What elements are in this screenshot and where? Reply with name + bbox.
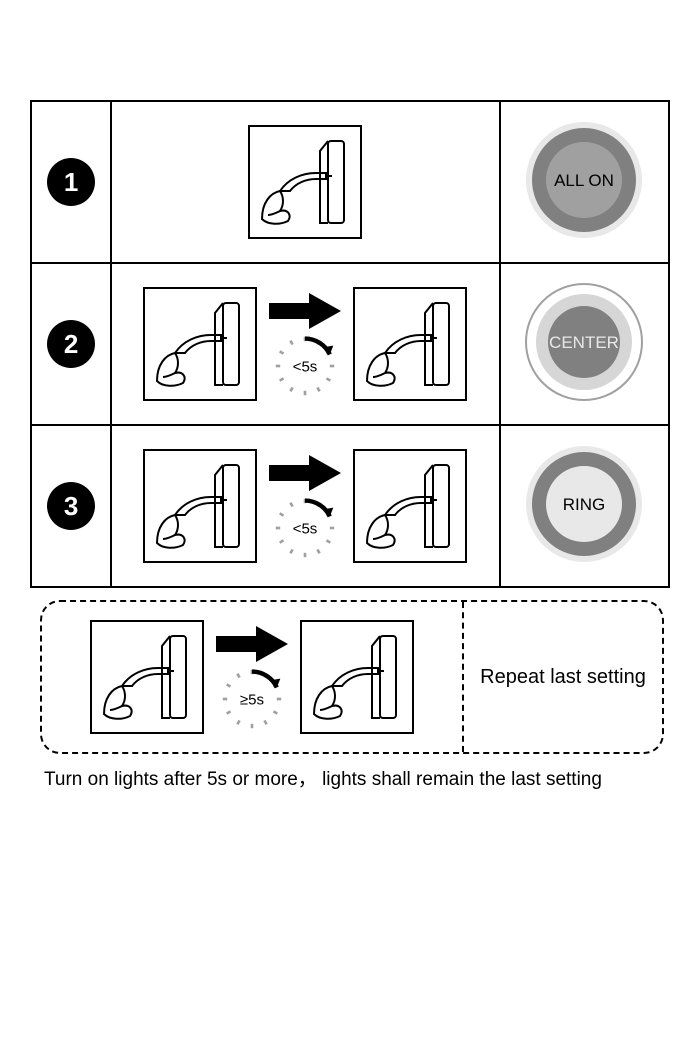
memory-panel: ≥5s Repeat last setting	[40, 600, 664, 754]
svg-text:RING: RING	[563, 495, 606, 514]
touch-panel	[300, 620, 414, 734]
table-row: 1 ALL ON	[31, 101, 669, 263]
touch-panel	[143, 449, 257, 563]
light-state-cell: CENTER	[500, 263, 669, 425]
hand-touch-icon	[145, 289, 255, 399]
diagram-wrap: <5s	[112, 264, 498, 424]
step-number-badge: 2	[47, 320, 95, 368]
hand-touch-icon	[355, 289, 465, 399]
arrow-right-icon	[265, 453, 345, 493]
step-diagram-cell	[111, 101, 499, 263]
svg-text:<5s: <5s	[293, 358, 318, 375]
step-number-badge: 3	[47, 482, 95, 530]
step-number-cell: 2	[31, 263, 111, 425]
arrow-timer-group: ≥5s	[212, 624, 292, 730]
timer-icon: ≥5s	[221, 668, 283, 730]
diagram-wrap	[112, 102, 498, 262]
step-diagram-cell: <5s	[111, 263, 499, 425]
light-indicator-icon: RING	[524, 444, 644, 564]
touch-panel	[248, 125, 362, 239]
hand-touch-icon	[250, 127, 360, 237]
touch-panel	[353, 287, 467, 401]
step-number-cell: 3	[31, 425, 111, 587]
hand-touch-icon	[92, 622, 202, 732]
hand-touch-icon	[145, 451, 255, 561]
arrow-right-icon	[265, 291, 345, 331]
hand-touch-icon	[355, 451, 465, 561]
step-diagram-cell: <5s	[111, 425, 499, 587]
svg-text:≥5s: ≥5s	[240, 691, 264, 708]
touch-panel	[143, 287, 257, 401]
memory-diagram: ≥5s	[42, 602, 464, 752]
timer-icon: <5s	[274, 335, 336, 397]
light-state-cell: RING	[500, 425, 669, 587]
arrow-right-icon	[212, 624, 292, 664]
arrow-timer-group: <5s	[265, 291, 345, 397]
light-state-cell: ALL ON	[500, 101, 669, 263]
svg-text:ALL ON: ALL ON	[554, 171, 614, 190]
arrow-timer-group: <5s	[265, 453, 345, 559]
svg-text:CENTER: CENTER	[549, 333, 619, 352]
timer-icon: <5s	[274, 497, 336, 559]
touch-panel	[353, 449, 467, 563]
hand-touch-icon	[302, 622, 412, 732]
memory-caption: Turn on lights after 5s or more， lights …	[40, 764, 660, 791]
light-indicator-icon: ALL ON	[524, 120, 644, 240]
page: 1 ALL ON 2	[0, 0, 700, 1050]
light-indicator-icon: CENTER	[524, 282, 644, 402]
table-row: 3 <5s	[31, 425, 669, 587]
touch-panel	[90, 620, 204, 734]
table-row: 2 <5s	[31, 263, 669, 425]
diagram-wrap: <5s	[112, 426, 498, 586]
step-number-badge: 1	[47, 158, 95, 206]
memory-right-label: Repeat last setting	[464, 602, 662, 752]
memory-block: ≥5s Repeat last setting Turn on lights a…	[40, 600, 660, 791]
svg-text:<5s: <5s	[293, 520, 318, 537]
steps-table: 1 ALL ON 2	[30, 100, 670, 588]
step-number-cell: 1	[31, 101, 111, 263]
